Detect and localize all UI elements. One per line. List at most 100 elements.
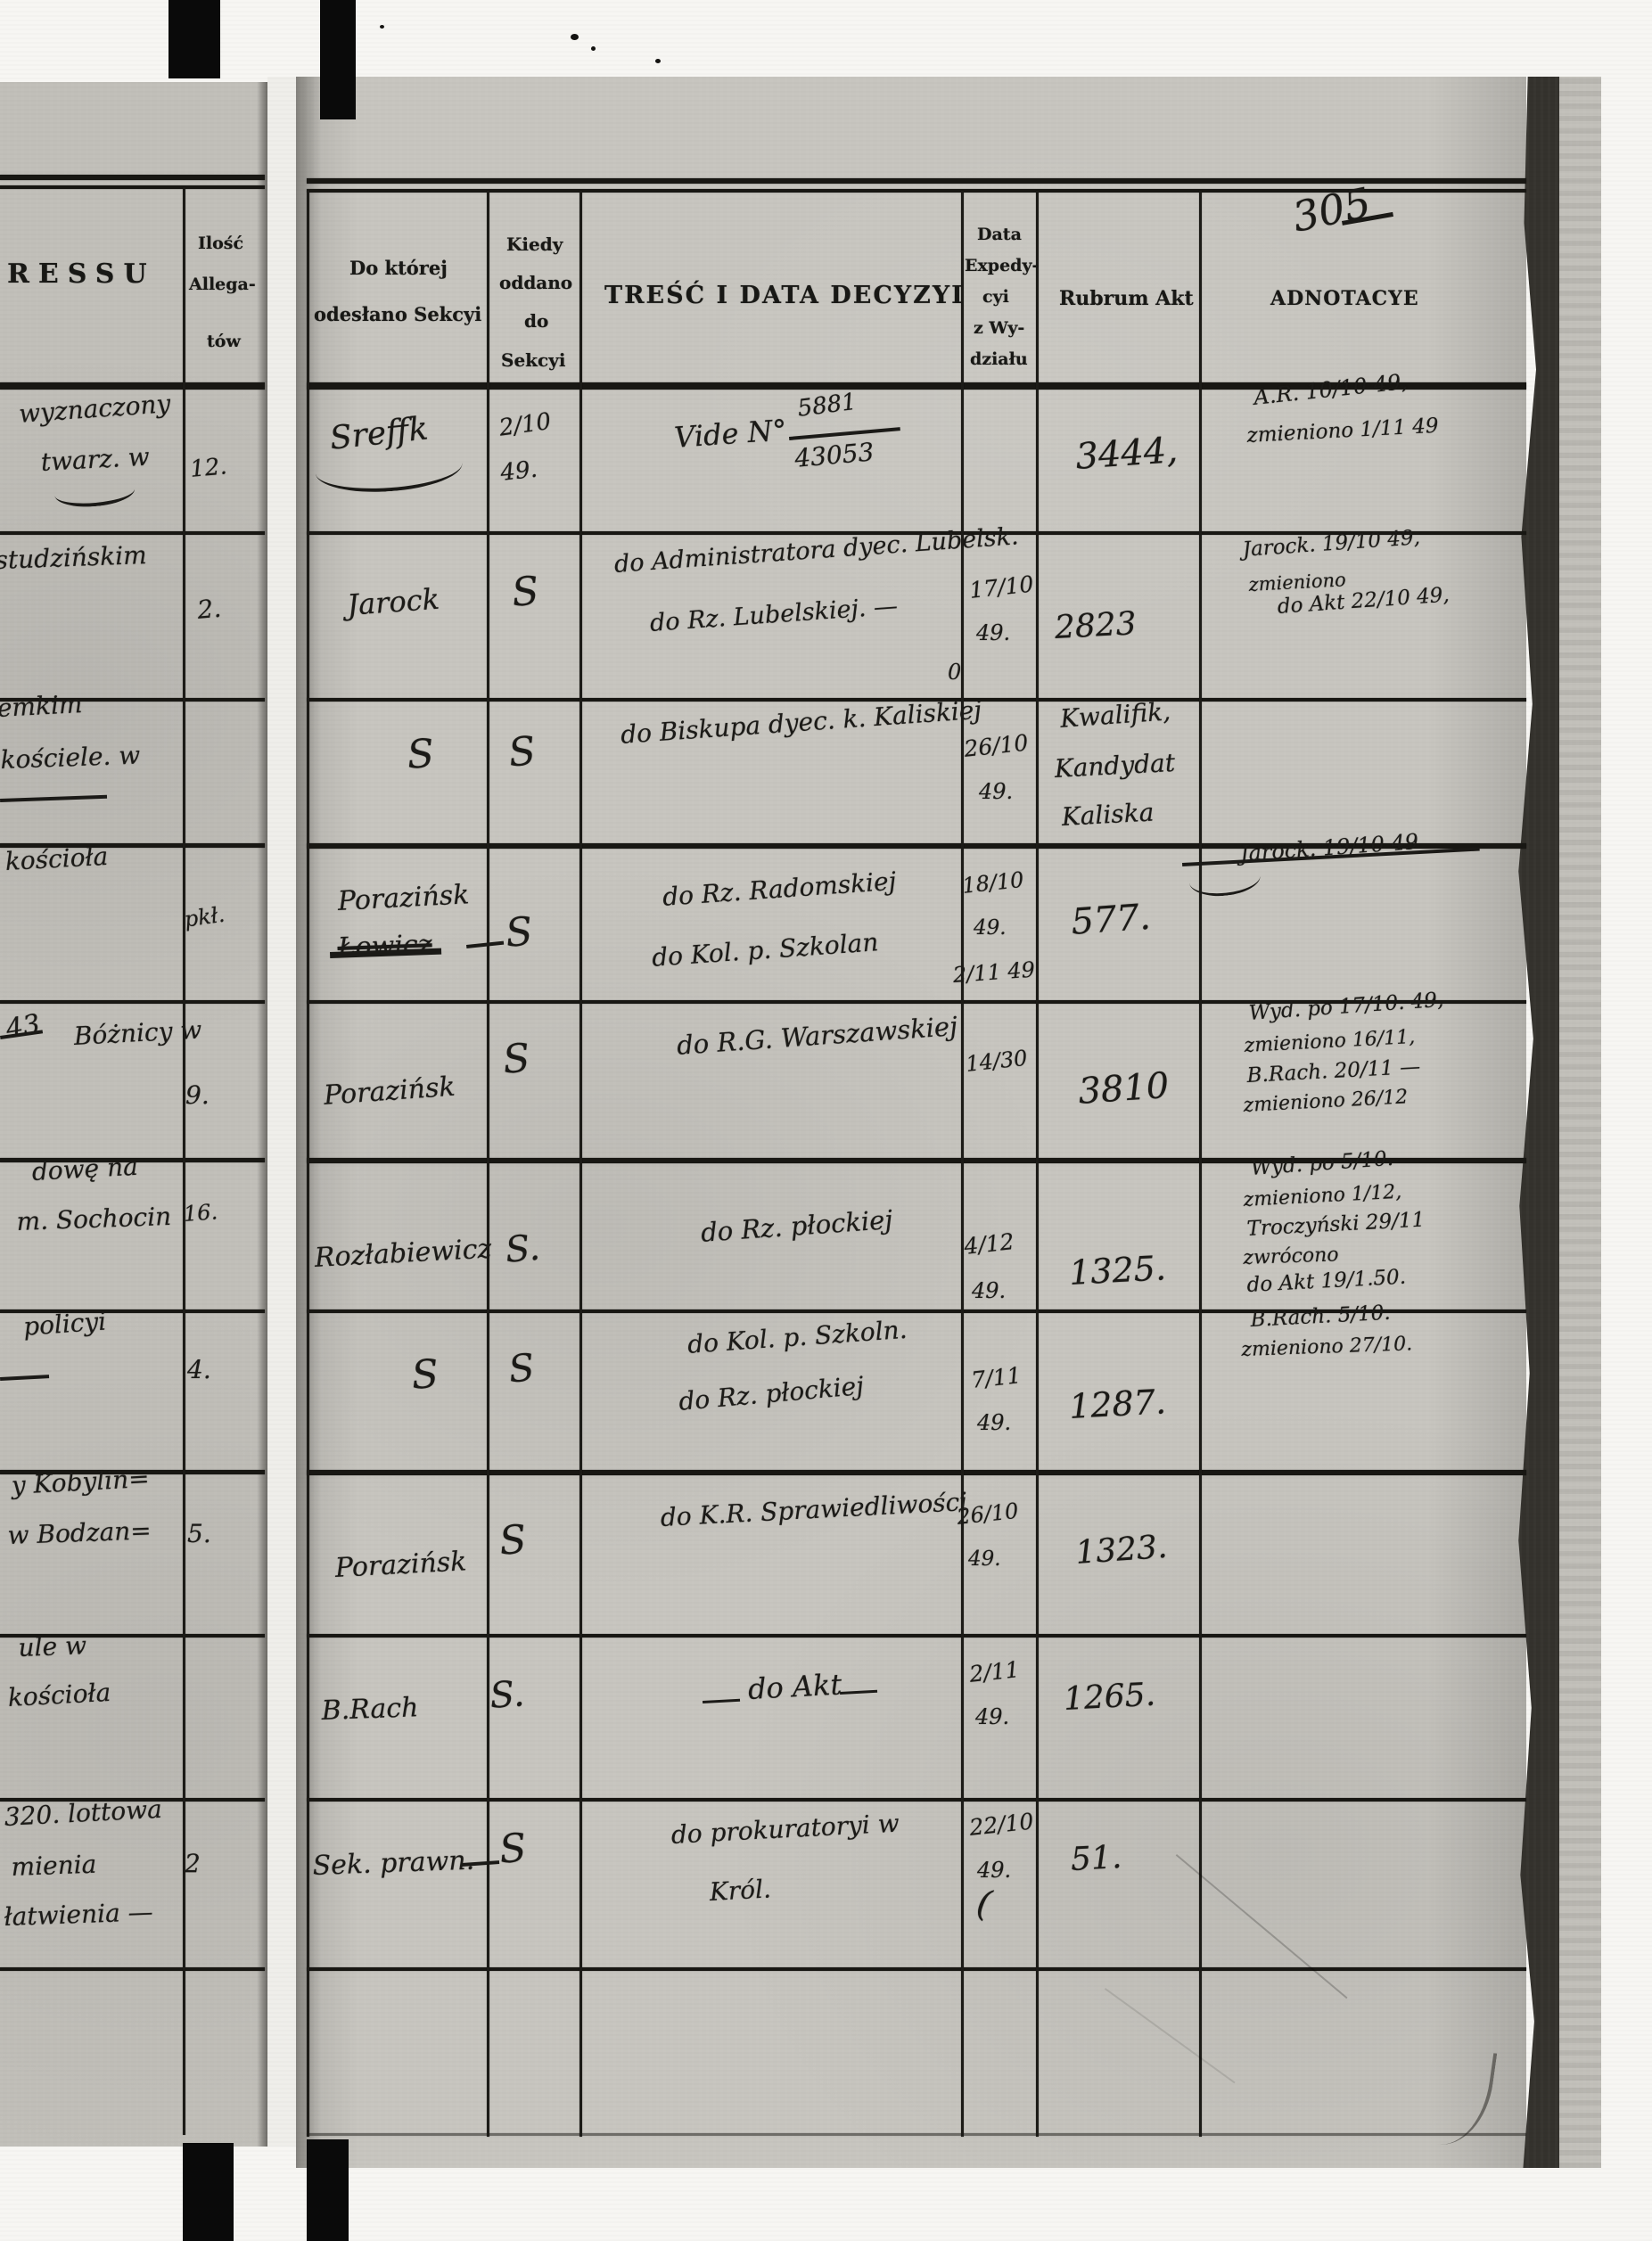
kiedy-initial: S <box>497 1516 529 1564</box>
rubrum-number: 577. <box>1070 896 1153 943</box>
rule <box>0 1798 265 1802</box>
header-rubrum: Rubrum Akt <box>1059 287 1194 310</box>
kiedy-initial: S <box>506 1344 537 1391</box>
allegaty-count: 9. <box>185 1080 210 1110</box>
tresc-text: Król. <box>709 1874 772 1907</box>
rule <box>307 698 1526 702</box>
sekcya-name: Jarock <box>346 581 441 622</box>
expedycya-date: 49. <box>974 916 1007 940</box>
rule <box>0 175 265 180</box>
column-rule <box>1036 191 1039 2137</box>
header-sekcya-line: Do której <box>349 257 448 279</box>
film-tab <box>320 0 356 119</box>
kiedy-date: 49. <box>499 456 539 487</box>
rubrum-number: 2823 <box>1054 605 1138 646</box>
rule <box>0 1000 265 1004</box>
header-kiedy-line: Kiedy <box>506 234 563 255</box>
kiedy-initial: S <box>501 1035 532 1083</box>
left-header-allegaty-line: Allega- <box>189 275 256 294</box>
rule <box>307 1158 1526 1163</box>
rubrum-number: 1325. <box>1068 1248 1167 1293</box>
left-header-allegaty-line: tów <box>207 332 241 351</box>
rule <box>0 382 265 390</box>
entry-fragment: m. Sochocin <box>16 1201 172 1236</box>
rubrum-number: 3444, <box>1074 430 1179 478</box>
column-rule <box>183 187 185 2135</box>
ink-speck <box>655 59 661 63</box>
rule <box>307 1634 1526 1638</box>
rule <box>307 189 1526 193</box>
expedycya-date: 49. <box>968 1547 1001 1571</box>
allegaty-count: 2 <box>185 1849 201 1878</box>
rule <box>0 843 265 848</box>
header-kiedy-line: Sekcyi <box>501 349 566 371</box>
rule <box>307 2133 1526 2136</box>
allegaty-count: 2. <box>196 593 223 625</box>
expedycya-date: 7/11 <box>970 1362 1023 1393</box>
header-sekcya-line: odesłano Sekcyi <box>314 303 482 325</box>
allegaty-count: 12. <box>189 453 228 483</box>
entry-fragment: emkim <box>0 688 84 723</box>
film-tab <box>168 0 220 78</box>
column-rule <box>307 191 309 2137</box>
rule <box>307 1309 1526 1313</box>
allegaty-count: 5. <box>187 1519 211 1548</box>
expedycya-date: 49. <box>979 779 1014 804</box>
film-tab <box>183 2143 234 2241</box>
kiedy-initial: S <box>504 908 535 956</box>
expedycya-date: 49. <box>975 1704 1010 1729</box>
header-kiedy-line: do <box>524 310 549 332</box>
rubrum-number: 51. <box>1070 1839 1123 1878</box>
rule <box>0 1634 265 1638</box>
ink-speck <box>380 25 384 29</box>
entry-fragment: studzińskim <box>0 540 148 575</box>
film-tab <box>307 2139 349 2241</box>
allegaty-count: 16. <box>183 1199 219 1227</box>
sekcya-name: S <box>406 730 436 778</box>
right-page-paper <box>296 77 1526 2168</box>
rubrum-note: Kaliska <box>1061 797 1155 832</box>
expedycya-date: 49. <box>977 1858 1012 1883</box>
rule <box>307 843 1526 849</box>
rule <box>307 1470 1526 1475</box>
entry-fragment: mienia <box>11 1849 97 1882</box>
entry-fragment: twarz. w <box>40 441 151 477</box>
kiedy-initial: S <box>497 1825 529 1873</box>
rule <box>0 531 265 535</box>
book-spine-gap <box>267 77 296 2147</box>
header-tresc: TREŚĆ I DATA DECYZYI <box>604 282 965 309</box>
rule <box>307 178 1526 184</box>
header-adnotacye: ADNOTACYE <box>1270 287 1419 310</box>
sekcya-name-struck: Łowicz <box>337 929 433 964</box>
ink-speck <box>591 46 596 51</box>
header-data-line: działu <box>970 349 1028 369</box>
kiedy-initial: S. <box>504 1227 542 1271</box>
rule <box>0 1967 265 1971</box>
rule <box>0 185 265 189</box>
left-header-adressu: RESSU <box>7 259 156 290</box>
rule <box>0 1470 265 1474</box>
entry-fragment: łatwienia — <box>4 1897 154 1932</box>
ink-speck <box>571 34 579 40</box>
expedycya-date: 4/12 <box>963 1228 1015 1260</box>
entry-fragment: kościoła <box>7 1677 112 1712</box>
rubrum-number: 1287. <box>1068 1382 1167 1426</box>
rubrum-note: Kandydat <box>1054 747 1176 784</box>
expedycya-date: 49. <box>976 620 1011 645</box>
entry-fragment: kościoła <box>4 841 110 876</box>
column-rule <box>487 191 489 2137</box>
expedycya-date: 49. <box>972 1278 1007 1303</box>
rubrum-number: 3810 <box>1077 1064 1171 1112</box>
rubrum-number: 1323. <box>1074 1528 1169 1572</box>
rule <box>307 1798 1526 1802</box>
header-data-line: Expedy- <box>965 256 1040 275</box>
sekcya-name: B.Rach <box>321 1692 420 1727</box>
kiedy-initial: S. <box>489 1673 526 1717</box>
column-rule <box>1199 191 1202 2137</box>
entry-fragment: w Bodzan= <box>7 1515 152 1550</box>
rubrum-number: 1265. <box>1063 1676 1157 1718</box>
entry-fragment: 43 <box>4 1008 43 1046</box>
left-header-allegaty-line: Ilość <box>198 234 244 253</box>
stray-mark: 0 <box>948 660 962 685</box>
